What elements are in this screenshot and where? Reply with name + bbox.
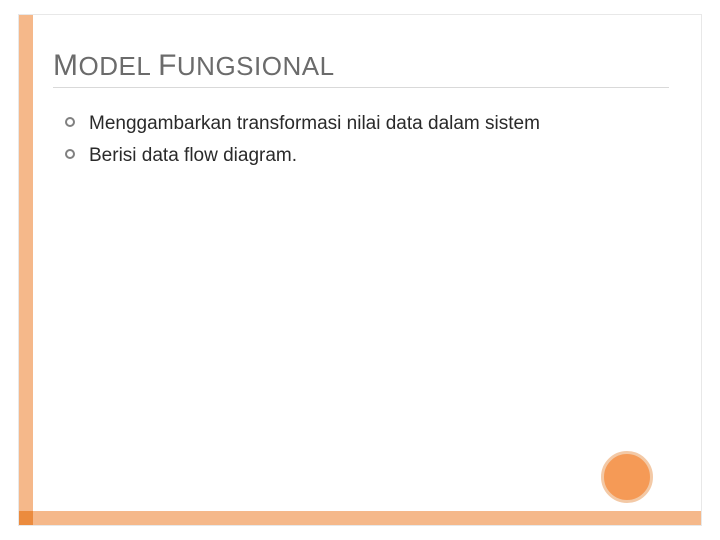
- bullet-marker-icon: [65, 149, 75, 159]
- bullet-list: Menggambarkan transformasi nilai data da…: [65, 111, 665, 174]
- title-cap-1: M: [53, 49, 79, 82]
- bullet-marker-icon: [65, 117, 75, 127]
- bottom-accent-bar: [19, 511, 701, 525]
- slide-title: MODEL FUNGSIONAL: [53, 49, 335, 83]
- corner-accent-square: [19, 511, 33, 525]
- left-accent-bar: [19, 15, 33, 525]
- title-underline: [53, 87, 669, 88]
- title-rest-1: ODEL: [79, 51, 159, 81]
- list-item: Berisi data flow diagram.: [65, 143, 665, 169]
- bullet-text: Berisi data flow diagram.: [89, 143, 297, 169]
- list-item: Menggambarkan transformasi nilai data da…: [65, 111, 665, 137]
- title-cap-2: F: [158, 49, 177, 82]
- title-rest-2: UNGSIONAL: [177, 51, 335, 81]
- slide-container: MODEL FUNGSIONAL Menggambarkan transform…: [18, 14, 702, 526]
- bullet-text: Menggambarkan transformasi nilai data da…: [89, 111, 540, 137]
- corner-circle-icon: [601, 451, 653, 503]
